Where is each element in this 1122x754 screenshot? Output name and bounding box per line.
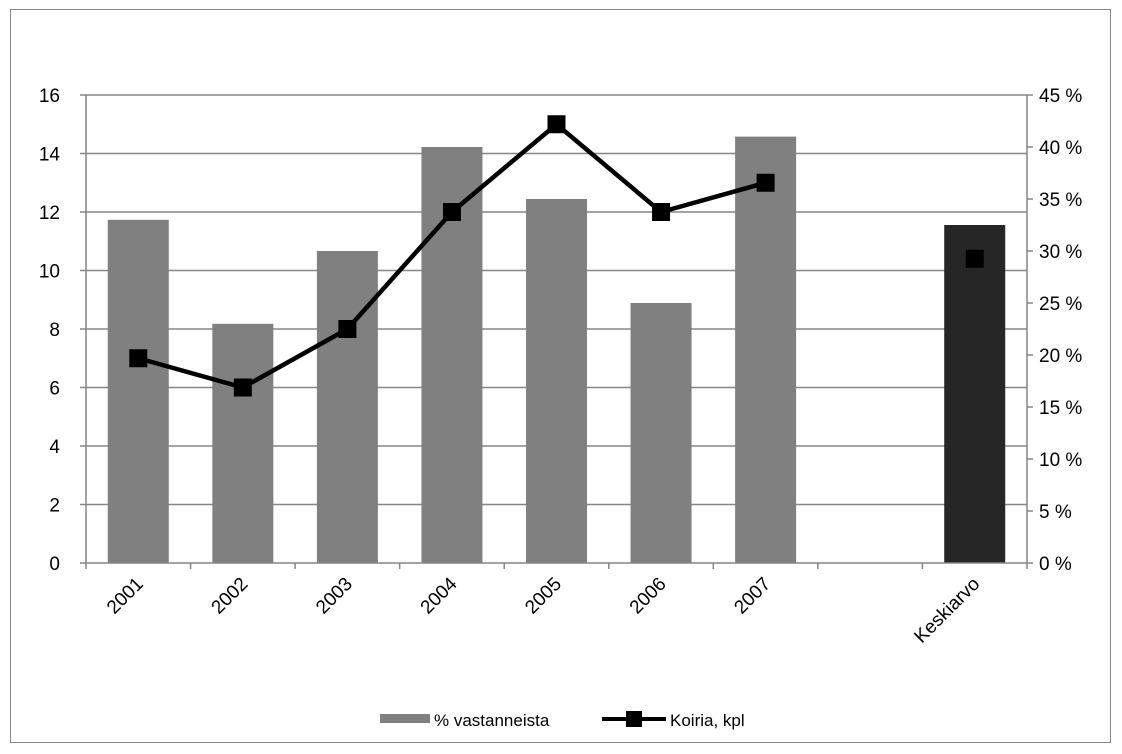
right-tick-label: 15 % (1039, 398, 1082, 419)
bar (735, 137, 796, 563)
left-tick-label: 0 (49, 554, 60, 575)
right-tick-label: 45 % (1039, 86, 1082, 107)
right-tick-label: 40 % (1039, 138, 1082, 159)
line-marker (548, 115, 566, 133)
bar (108, 220, 169, 563)
left-tick-label: 12 (39, 203, 60, 224)
line-marker (234, 379, 252, 397)
bar (944, 225, 1005, 563)
line-marker (652, 203, 670, 221)
left-tick-label: 16 (39, 86, 60, 107)
left-tick-label: 8 (49, 320, 60, 341)
left-tick-label: 2 (49, 496, 60, 517)
bar (317, 251, 378, 563)
right-tick-label: 20 % (1039, 346, 1082, 367)
bar (526, 199, 587, 563)
right-tick-label: 10 % (1039, 450, 1082, 471)
left-tick-label: 14 (39, 145, 61, 166)
bar (631, 303, 692, 563)
legend-swatch-percent (380, 714, 430, 723)
right-tick-label: 30 % (1039, 242, 1082, 263)
right-tick-label: 5 % (1039, 502, 1072, 523)
line-marker (443, 203, 461, 221)
bar (212, 324, 273, 563)
line-marker (966, 250, 984, 268)
line-marker (338, 320, 356, 338)
left-tick-label: 6 (49, 379, 60, 400)
right-tick-label: 25 % (1039, 294, 1082, 315)
legend-marker-dogs (626, 711, 642, 727)
line-marker (757, 174, 775, 192)
legend-label-dogs: Koiria, kpl (670, 711, 745, 730)
left-tick-label: 4 (49, 437, 60, 458)
line-marker (129, 349, 147, 367)
right-tick-label: 0 % (1039, 554, 1072, 575)
legend-label-percent: % vastanneista (434, 711, 550, 730)
right-tick-label: 35 % (1039, 190, 1082, 211)
left-tick-label: 10 (39, 262, 60, 283)
